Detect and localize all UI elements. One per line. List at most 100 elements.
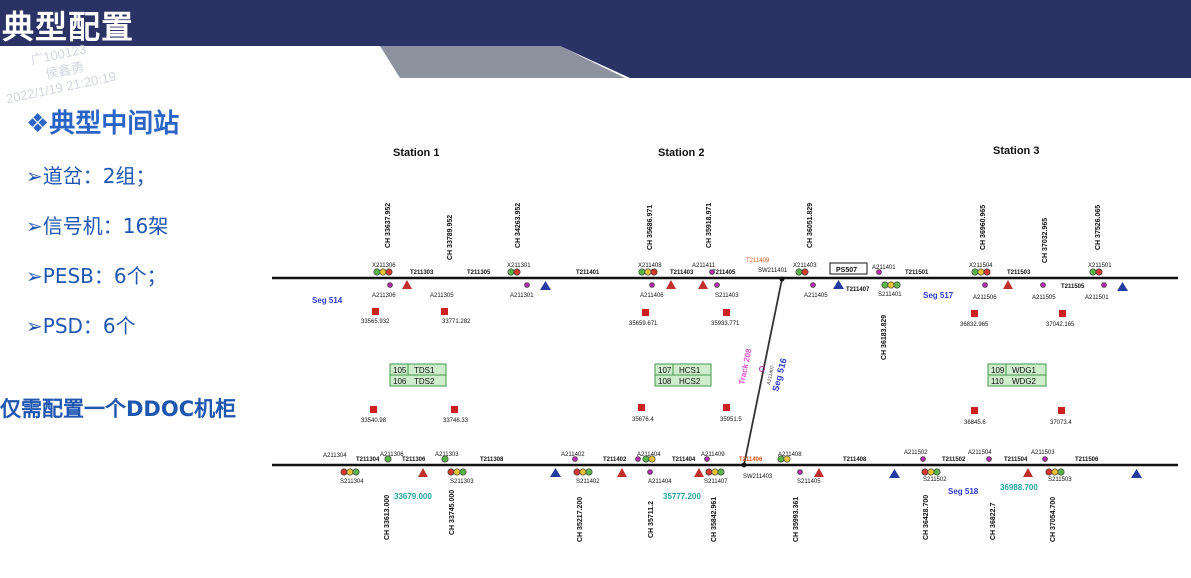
signal-lamp-icon [783,455,791,463]
track-label: T211306 [402,457,426,463]
signal-label: S211402 [576,479,600,485]
psd-icon [704,456,710,462]
signal-label: A211408 [778,452,802,458]
psd-icon [524,282,530,288]
ch-label: CH 34263.952 [515,203,522,248]
signal-lamp-icon [384,455,392,463]
signal-label: S211407 [704,479,728,485]
equipment-name: TDS1 [414,366,435,375]
signal-label: A211406 [640,293,664,299]
equipment-name: TDS2 [414,377,435,386]
signal-lamp-icon [573,468,581,476]
segment-value: 35777.200 [663,492,701,501]
signal-label: X211501 [1088,263,1112,269]
signal-lamp-icon [579,468,587,476]
marker-value: 35951.5 [720,417,742,423]
signal-label: A211407 [766,365,776,386]
signal-lamp-icon [893,281,901,289]
signal-label: A211504 [968,450,992,456]
psd-icon [982,282,988,288]
bullet-signals: ➢信号机：16架 [26,214,169,238]
equipment-box [654,374,712,387]
signal-label: A211401 [872,265,896,271]
signal-lamp-icon [971,268,979,276]
signal-lamp-icon [379,268,387,276]
switch-point-upper [779,276,785,282]
equipment-box [389,374,447,387]
signal-label: A211306 [380,452,404,458]
ch-label: CH 36960.965 [980,205,987,250]
track-label: T211408 [843,457,867,463]
psd-icon [876,269,882,275]
buffer-triangle-icon [418,468,428,477]
track-label: T211402 [603,457,627,463]
switch-point-lower [741,462,747,468]
section-heading: ❖典型中间站 [26,109,180,139]
buffer-triangle-icon [698,280,708,289]
equipment-name: WDG2 [1012,377,1037,386]
ch-label: CH 35842.961 [711,497,718,542]
header-shapes [0,0,1191,78]
signal-lamp-icon [1089,268,1097,276]
segment-label: Seg 518 [948,487,979,496]
ch-label: CH 35918.971 [706,203,713,248]
signal-lamp-icon [717,468,725,476]
marker-icon [723,309,730,316]
equipment-id: 108 [658,377,672,386]
bullet-pesb: ➢PESB：6个； [26,264,167,288]
buffer-triangle-icon [1131,469,1142,478]
track-label: T211303 [410,270,434,276]
ch-label: CH 36428.700 [923,495,930,540]
buffer-triangle-icon [666,280,676,289]
signal-label: A211301 [510,293,534,299]
track-label-orange: T211409 [746,258,770,264]
ch-label: CH 36822.7 [990,503,997,540]
crossover-line [743,278,783,466]
bullet-psd: ➢PSD：6个 [26,314,136,338]
track-label: T211503 [1007,270,1031,276]
track-label: T211505 [1061,284,1085,290]
track-label: T211501 [905,270,929,276]
psd-icon [986,456,992,462]
marker-value: 33540.98 [361,418,387,424]
bullet-switches: ➢道岔：2组； [26,164,156,188]
signal-lamp-icon [648,455,656,463]
psd-icon [1101,282,1107,288]
buffer-triangle-icon [402,280,412,289]
track-label: T211405 [712,270,736,276]
buffer-triangle-icon [889,469,900,478]
buffer-triangle-icon [617,468,627,477]
signal-lamp-icon [638,268,646,276]
switch-label: SW211401 [758,268,788,274]
signal-lamp-icon [777,455,785,463]
station-1-title: Station 1 [393,147,439,159]
ch-label: CH 35217.200 [577,497,584,542]
signal-lamp-icon [642,455,650,463]
station-2-title: Station 2 [658,147,704,159]
signal-label: X211504 [969,263,993,269]
ch-label: CH 33789.952 [447,215,454,260]
ch-label: CH 33613.000 [384,495,391,540]
buffer-triangle-icon [833,280,844,289]
signal-label: S211303 [450,479,474,485]
track-label: T211304 [356,457,380,463]
psd-icon [635,456,641,462]
signal-label: A211304 [323,453,347,459]
signal-label: A211303 [435,452,459,458]
marker-value: 36832.965 [960,322,989,328]
track-label: T211305 [467,270,491,276]
ddoc-note: 仅需配置一个DDOC机柜 [0,397,237,421]
marker-icon [638,404,645,411]
equipment-name: HCS2 [679,377,701,386]
equipment-id: 110 [991,377,1004,386]
signal-label: A211306 [372,293,396,299]
signal-lamp-icon [795,268,803,276]
signal-label: A211404 [648,479,672,485]
diag-signal-icon [759,366,765,372]
buffer-triangle-icon [694,468,704,477]
marker-value: 37042.165 [1046,322,1075,328]
signal-label: A211505 [1032,295,1056,301]
header-band [0,0,1191,78]
signal-label: A211404 [637,452,661,458]
